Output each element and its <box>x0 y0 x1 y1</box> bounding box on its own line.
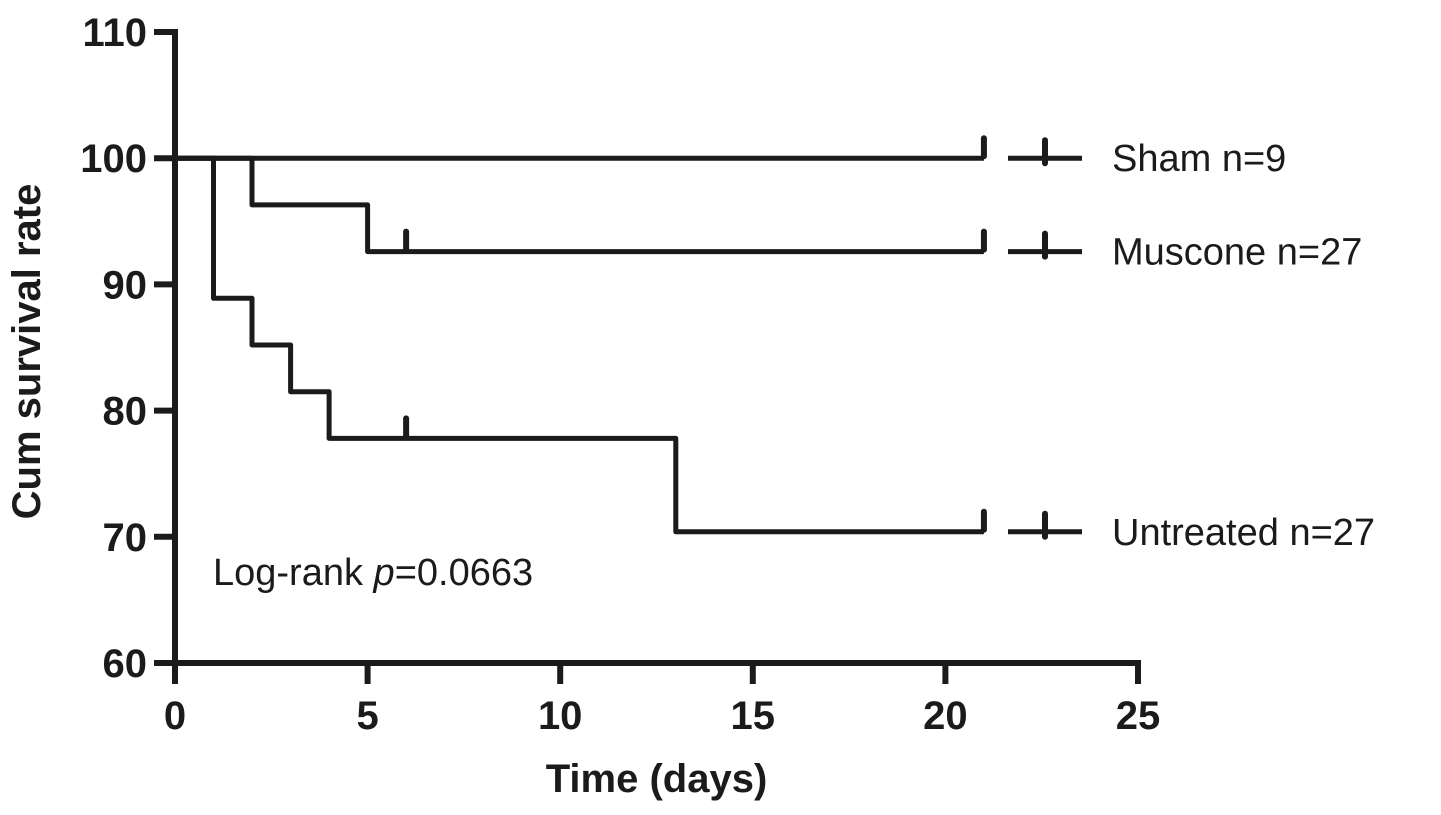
y-tick-label: 90 <box>103 263 148 307</box>
x-axis-ticks: 0 5 10 15 20 25 <box>164 663 1160 738</box>
annotation-p-symbol: p <box>373 552 395 594</box>
legend: Sham n=9 Muscone n=27 Untreated n=27 <box>1008 137 1375 554</box>
annotation-prefix: Log-rank <box>213 552 374 594</box>
censor-marks <box>403 135 987 533</box>
x-tick-label: 15 <box>731 694 776 738</box>
y-tick-label: 80 <box>103 390 148 434</box>
x-tick-label: 20 <box>923 694 968 738</box>
y-tick-label: 70 <box>103 516 148 560</box>
y-axis-title: Cum survival rate <box>5 184 49 520</box>
x-tick-label: 25 <box>1116 694 1161 738</box>
curve-muscone <box>175 155 984 255</box>
y-axis-ticks: 60 70 80 90 100 110 <box>80 11 175 686</box>
x-axis-title: Time (days) <box>546 757 768 801</box>
legend-label-untreated: Untreated n=27 <box>1112 512 1375 554</box>
y-tick-label: 100 <box>80 137 147 181</box>
x-tick-label: 5 <box>356 694 378 738</box>
annotation-value: =0.0663 <box>395 552 533 594</box>
axis-lines <box>172 29 1141 666</box>
curve-untreated <box>175 155 984 535</box>
y-tick-label: 110 <box>82 11 147 55</box>
survival-curves <box>175 155 984 535</box>
legend-label-muscone: Muscone n=27 <box>1112 232 1362 274</box>
log-rank-annotation: Log-rank p=0.0663 <box>213 552 533 594</box>
x-tick-label: 10 <box>538 694 583 738</box>
x-tick-label: 0 <box>164 694 186 738</box>
legend-label-sham: Sham n=9 <box>1112 138 1286 180</box>
y-tick-label: 60 <box>103 642 148 686</box>
axes <box>172 29 1141 666</box>
